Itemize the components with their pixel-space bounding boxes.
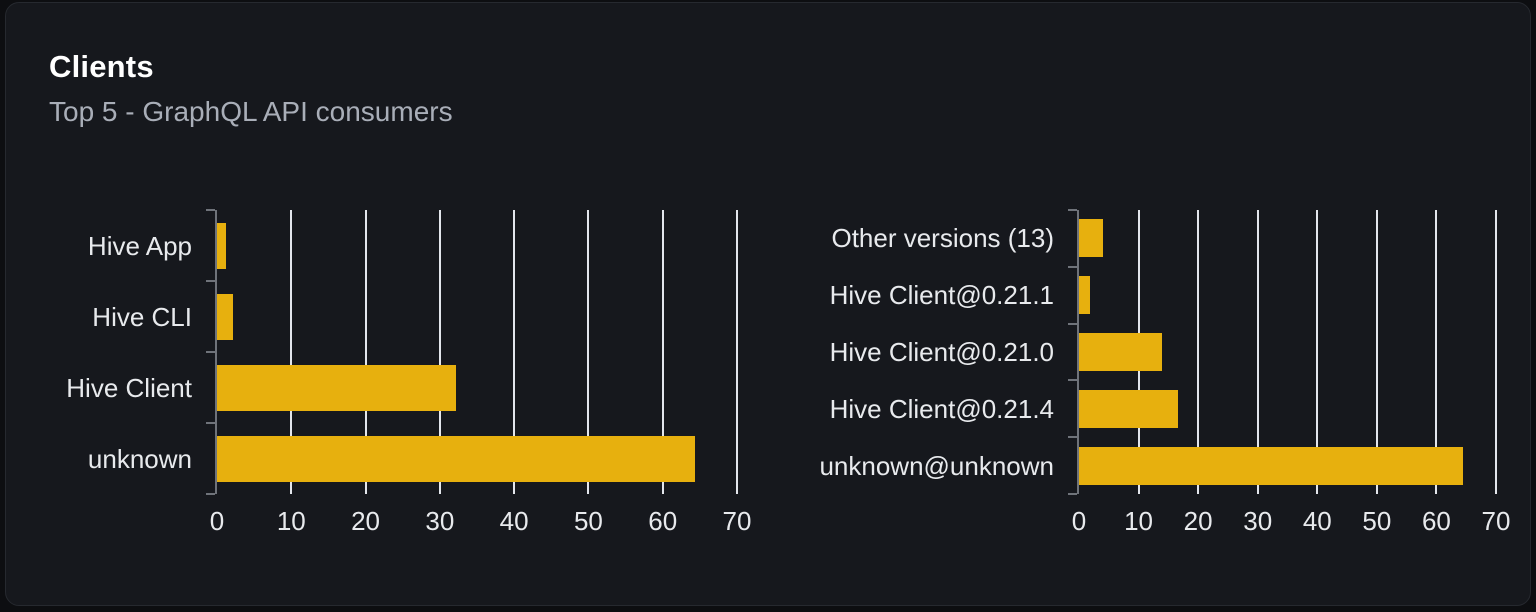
gridline xyxy=(1316,210,1319,494)
category-label: unknown xyxy=(87,444,192,474)
category-label: Hive Client@0.21.0 xyxy=(829,337,1054,367)
y-axis-tick xyxy=(1068,209,1077,211)
y-axis-tick xyxy=(1068,322,1077,325)
x-tick-label: 50 xyxy=(1362,506,1392,536)
category-label: Hive CLI xyxy=(92,302,192,332)
gridline xyxy=(290,210,293,494)
gridline xyxy=(438,210,441,494)
bar-hive-app[interactable] xyxy=(217,223,226,269)
category-label: Hive Client xyxy=(66,373,192,403)
gridline xyxy=(364,210,367,494)
y-axis-tick xyxy=(206,422,215,424)
category-label: Hive App xyxy=(87,231,192,261)
y-axis-tick xyxy=(206,209,215,211)
gridline xyxy=(661,210,664,494)
bar-unknown[interactable] xyxy=(217,436,695,482)
gridline xyxy=(1375,210,1378,494)
y-axis-tick xyxy=(1068,436,1077,439)
clients-by-name-chart: 0 10 20 30 40 50 60 70 Hive App Hive CLI Hive Clie… xyxy=(6,3,1530,605)
gridline xyxy=(1435,210,1438,494)
x-tick-label: 0 xyxy=(1071,506,1087,536)
bar-hive-client-0-21-1[interactable] xyxy=(1079,276,1090,314)
y-axis-line xyxy=(1077,210,1079,494)
bar-hive-client-0-21-4[interactable] xyxy=(1079,390,1178,428)
y-axis-line xyxy=(215,210,217,494)
x-tick-label: 10 xyxy=(276,506,306,536)
x-tick-label: 70 xyxy=(722,506,752,536)
y-axis-tick xyxy=(206,280,215,282)
y-axis-tick xyxy=(206,351,215,353)
category-label: Hive Client@0.21.4 xyxy=(829,394,1054,424)
x-tick-label: 40 xyxy=(1302,506,1332,536)
category-label: Other versions (13) xyxy=(831,223,1054,253)
x-tick-label: 30 xyxy=(1243,506,1273,536)
x-tick-label: 0 xyxy=(209,506,225,536)
x-tick-label: 60 xyxy=(1421,506,1451,536)
y-axis-tick xyxy=(1068,265,1077,268)
panel-subtitle: Top 5 - GraphQL API consumers xyxy=(49,96,453,127)
bar-other-versions-13[interactable] xyxy=(1079,219,1103,257)
gridline xyxy=(736,210,738,494)
x-tick-label: 60 xyxy=(648,506,678,536)
x-tick-label: 30 xyxy=(425,506,455,536)
gridline xyxy=(1197,210,1200,494)
gridline xyxy=(587,210,590,494)
x-tick-label: 20 xyxy=(351,506,381,536)
bar-unknown-unknown[interactable] xyxy=(1079,447,1463,485)
y-axis-tick xyxy=(1068,379,1077,382)
gridline xyxy=(1256,210,1259,494)
panel-title: Clients xyxy=(49,49,154,84)
bar-hive-client[interactable] xyxy=(217,365,456,411)
category-label: Hive Client@0.21.1 xyxy=(829,280,1054,310)
bar-hive-client-0-21-0[interactable] xyxy=(1079,333,1162,371)
bar-hive-cli[interactable] xyxy=(217,294,233,340)
y-axis-tick xyxy=(1068,493,1077,495)
y-axis-tick xyxy=(206,493,215,495)
x-tick-label: 70 xyxy=(1481,506,1511,536)
clients-panel: Clients Top 5 - GraphQL API consumers 0 1… xyxy=(5,2,1531,606)
clients-by-version-chart: 0 10 20 30 40 50 60 70 Other versions (13) Hive C… xyxy=(6,3,1530,605)
gridline xyxy=(1495,210,1497,494)
x-tick-label: 40 xyxy=(499,506,529,536)
x-tick-label: 10 xyxy=(1124,506,1154,536)
x-tick-label: 20 xyxy=(1183,506,1213,536)
category-label: unknown@unknown xyxy=(819,451,1054,481)
x-tick-label: 50 xyxy=(573,506,603,536)
gridline xyxy=(513,210,516,494)
